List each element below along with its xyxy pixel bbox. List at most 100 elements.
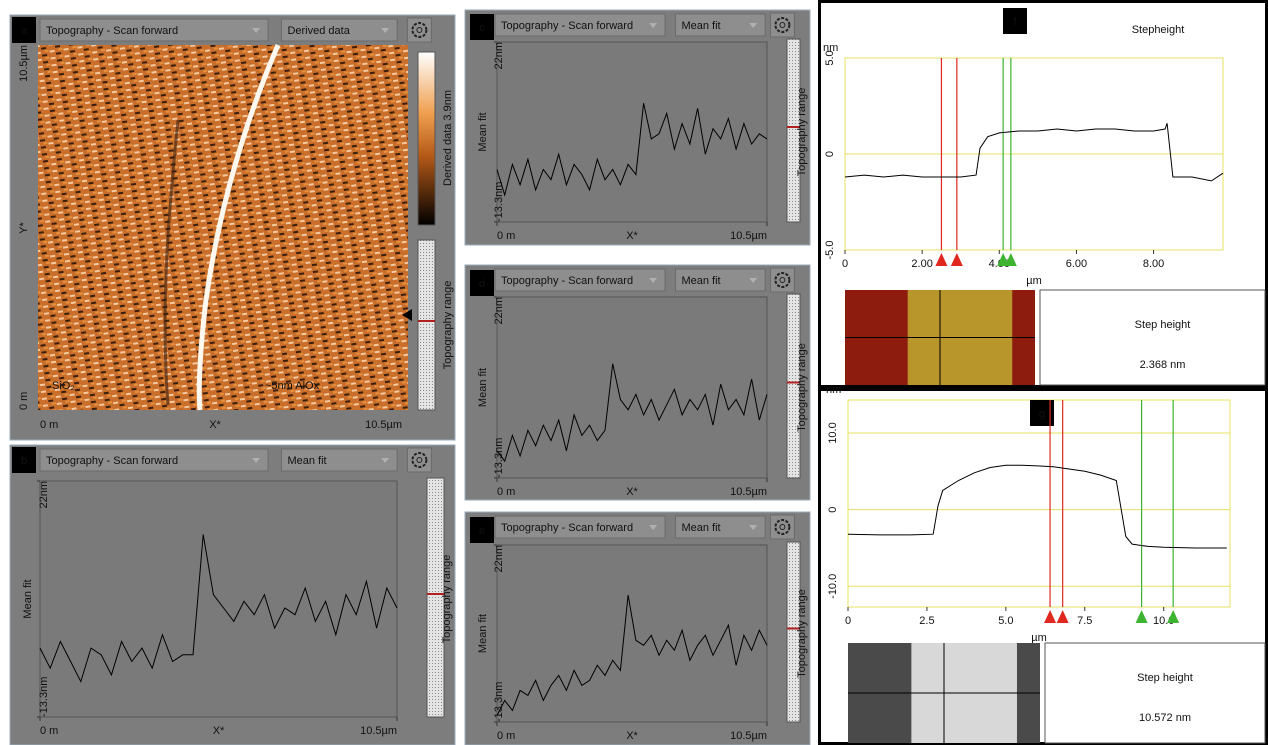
cursor-handle[interactable] [1056,610,1069,623]
settings-icon [774,272,791,288]
y-tick-label: -13.3nm [493,182,505,222]
annotation: SiO₂ [52,380,75,392]
cursor-handle[interactable] [1004,253,1017,266]
panel-letter: e [479,525,485,537]
result-value: 2.368 nm [1140,359,1186,371]
settings-button[interactable] [769,514,795,540]
x-tick-label: 0 [842,258,848,270]
afm-image [38,45,408,410]
y-tick-label: 22nm [493,297,505,325]
y-axis-label: Mean fit [477,614,489,653]
x-axis-label: X* [213,725,225,737]
chart-title: Stepheight [1132,24,1185,36]
range-pointer [402,309,412,321]
dropdown[interactable] [674,268,766,292]
result-box [1039,289,1266,386]
x-label: 10.5µm [365,419,402,431]
y-tick-label: 0 [827,507,839,513]
dropdown[interactable] [39,448,269,472]
colorbar-label: Derived data 3.9nm [442,90,454,186]
dropdown[interactable] [674,515,766,539]
x-tick-label: 10.5µm [360,725,397,737]
panel-letter: g [1039,408,1045,420]
dropdown[interactable] [494,515,666,539]
dark-edge [163,119,180,406]
dropdown[interactable] [280,448,398,472]
range-bar [786,38,801,223]
settings-icon-hub [779,524,786,530]
side-label: Topography range [796,589,808,678]
cursor-handle[interactable] [997,253,1010,266]
settings-button[interactable] [406,17,432,43]
x-tick-label: 0 m [497,486,515,498]
dropdown-arrow [381,28,390,33]
y-tick-label: -13.3nm [38,677,50,717]
cursor-handle[interactable] [1044,610,1057,623]
profile-line [39,534,398,683]
range-bar [786,541,801,723]
y-axis-label: Mean fit [477,368,489,407]
plot-area [39,480,398,718]
profile-line [496,595,768,716]
side-label: Topography range [796,343,808,432]
profile-line [847,464,1227,549]
dropdown[interactable] [280,18,398,42]
y-label: Y* [18,221,30,233]
x-axis-label: µm [1031,632,1047,644]
y-tick-label: 22nm [38,481,50,509]
x-tick-label: 6.00 [1066,258,1087,270]
result-value: 10.572 nm [1139,712,1191,724]
range-bar [426,477,445,718]
y-axis-label: Mean fit [22,579,34,618]
panel-letter: a [21,25,28,37]
side-label: Topography range [441,555,453,644]
cursor-handle[interactable] [950,253,963,266]
settings-button[interactable] [769,267,795,293]
cursor-handle[interactable] [935,253,948,266]
y-tick-label: 22nm [493,545,505,573]
dropdown[interactable] [39,18,269,42]
settings-icon-hub [416,457,423,463]
cursor-handle[interactable] [1135,610,1148,623]
dropdown-arrow [649,278,658,283]
x-tick-label: 0 m [497,230,515,242]
y-label: 0 m [18,392,30,410]
y-axis-label: nm [823,42,838,54]
x-tick-label: 0 m [40,725,58,737]
plot-area [496,296,768,479]
y-tick-label: 10.0 [827,422,839,443]
x-axis-label: µm [1026,275,1042,287]
dropdown[interactable] [674,13,766,37]
dropdown-arrow [749,525,758,530]
dropdown-arrow [749,278,758,283]
x-tick-label: 7.5 [1077,615,1092,627]
cursor-handle[interactable] [1167,610,1180,623]
result-label: Step height [1137,672,1193,684]
dropdown[interactable] [494,268,666,292]
panel-letter-box [470,517,494,543]
settings-button[interactable] [406,447,432,473]
settings-button[interactable] [769,12,795,38]
y-axis-label: nm [826,384,841,396]
plot-area [496,41,768,223]
annotation: ~5nm AlOx [265,380,320,392]
colorbar [417,51,436,226]
settings-icon [411,22,428,38]
y-axis-label: Mean fit [477,112,489,151]
plot-area [496,544,768,723]
x-tick-label: 2.00 [911,258,932,270]
dropdown-label: Topography - Scan forward [501,275,633,287]
settings-icon-hub [416,27,423,33]
y-tick-label: -10.0 [827,574,839,599]
panel-letter: d [479,278,485,290]
dropdown[interactable] [494,13,666,37]
x-tick-label: 5.0 [998,615,1013,627]
dropdown-arrow [649,23,658,28]
side-label: Topography range [442,281,454,370]
dropdown-label: Derived data [287,25,350,37]
x-tick-label: 2.5 [919,615,934,627]
x-tick-label: 0 [845,615,851,627]
x-tick-label: 10.5µm [730,486,767,498]
dropdown-label: Topography - Scan forward [501,20,633,32]
